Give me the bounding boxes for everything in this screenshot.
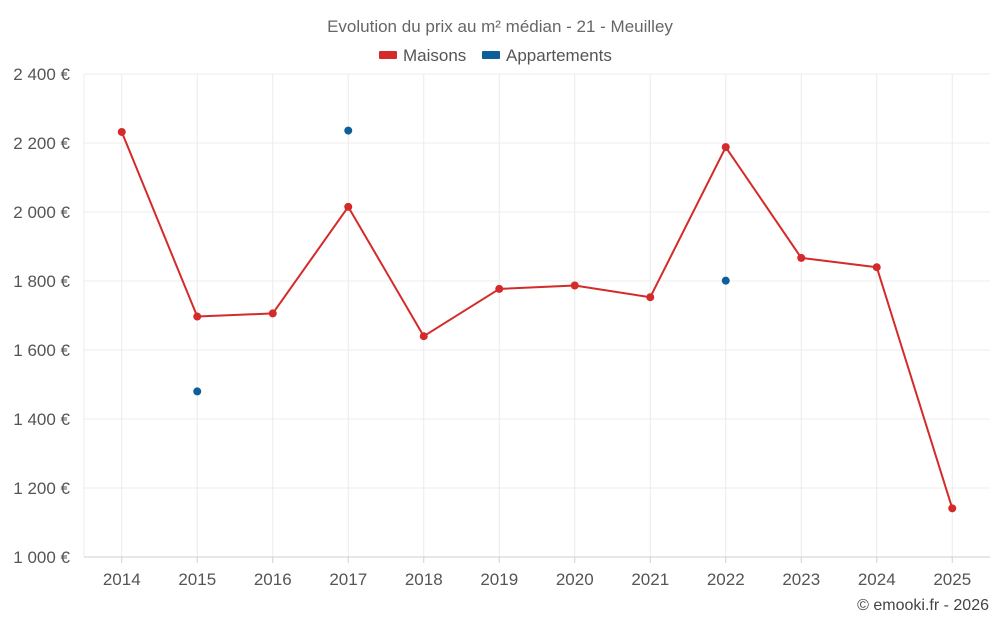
y-tick-label-2200: 2 200 € <box>13 134 70 153</box>
y-tick-label-1200: 1 200 € <box>13 479 70 498</box>
x-tick-label-2025: 2025 <box>933 570 971 589</box>
data-point-maisons-2015[interactable] <box>193 312 202 321</box>
data-point-maisons-2019[interactable] <box>495 284 504 293</box>
x-tick-label-2015: 2015 <box>178 570 216 589</box>
x-tick-label-2017: 2017 <box>329 570 367 589</box>
x-tick-label-2020: 2020 <box>556 570 594 589</box>
x-tick-label-2022: 2022 <box>707 570 745 589</box>
legend-label-maisons[interactable]: Maisons <box>403 46 466 65</box>
gridlines <box>84 73 990 557</box>
data-point-maisons-2025[interactable] <box>948 504 957 513</box>
data-point-maisons-2018[interactable] <box>419 332 428 341</box>
legend-swatch-appartements[interactable] <box>482 51 500 59</box>
series-maisons <box>117 127 957 513</box>
y-tick-label-2000: 2 000 € <box>13 203 70 222</box>
legend-label-appartements[interactable]: Appartements <box>506 46 612 65</box>
axes: 1 000 € 1 200 € 1 400 € 1 600 € 1 800 € 2 000… <box>13 65 990 589</box>
legend[interactable]: Maisons Appartements <box>379 46 612 65</box>
series-appartements <box>193 126 730 396</box>
credit-text: © emooki.fr - 2026 <box>857 597 989 614</box>
y-tick-label-1000: 1 000 € <box>13 548 70 567</box>
y-tick-label-1800: 1 800 € <box>13 272 70 291</box>
x-tick-label-2023: 2023 <box>782 570 820 589</box>
data-point-maisons-2023[interactable] <box>797 253 806 262</box>
legend-swatch-maisons[interactable] <box>379 51 397 59</box>
data-point-appartements-2022[interactable] <box>721 276 730 285</box>
data-point-maisons-2020[interactable] <box>570 281 579 290</box>
x-tick-label-2021: 2021 <box>631 570 669 589</box>
x-tick-label-2019: 2019 <box>480 570 518 589</box>
x-tick-label-2016: 2016 <box>254 570 292 589</box>
data-point-maisons-2021[interactable] <box>646 293 655 302</box>
chart-title: Evolution du prix au m² médian - 21 - Me… <box>327 17 673 36</box>
y-tick-label-1400: 1 400 € <box>13 410 70 429</box>
data-point-appartements-2015[interactable] <box>193 387 202 396</box>
data-point-appartements-2017[interactable] <box>344 126 353 135</box>
data-point-maisons-2016[interactable] <box>268 309 277 318</box>
x-tick-label-2014: 2014 <box>103 570 141 589</box>
data-point-maisons-2024[interactable] <box>872 263 881 272</box>
series-line-maisons <box>120 131 954 509</box>
data-point-maisons-2022[interactable] <box>721 143 730 152</box>
data-point-maisons-2014[interactable] <box>117 127 126 136</box>
y-tick-label-1600: 1 600 € <box>13 341 70 360</box>
x-tick-label-2024: 2024 <box>858 570 896 589</box>
y-tick-label-2400: 2 400 € <box>13 65 70 84</box>
x-tick-label-2018: 2018 <box>405 570 443 589</box>
series <box>117 126 957 513</box>
data-point-maisons-2017[interactable] <box>344 202 353 211</box>
